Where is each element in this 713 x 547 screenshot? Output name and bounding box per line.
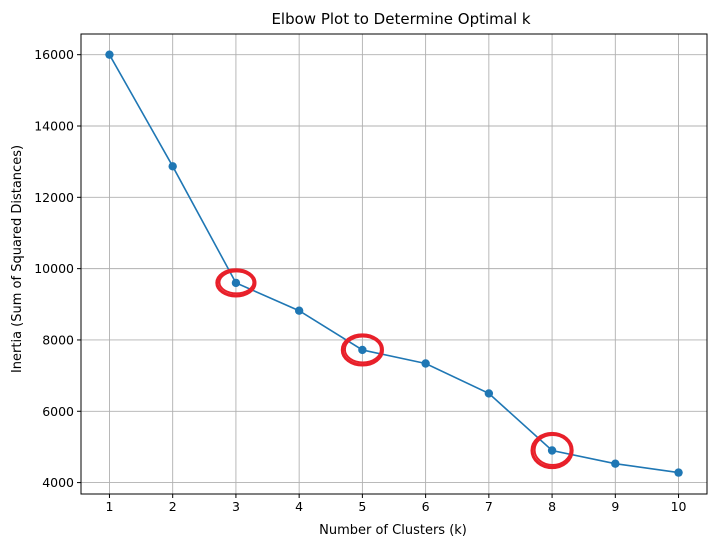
y-axis-ticks: 4000 6000 8000 10000 12000 14000 16000 xyxy=(34,47,81,490)
highlight-circle-k5 xyxy=(340,333,384,367)
y-axis-label: Inertia (Sum of Squared Distances) xyxy=(10,145,25,373)
x-tick-label-4: 4 xyxy=(295,499,303,514)
x-tick-label-2: 2 xyxy=(169,499,177,514)
x-tick-label-9: 9 xyxy=(611,499,619,514)
y-tick-label-8000: 8000 xyxy=(42,332,74,347)
highlight-circles xyxy=(215,268,574,470)
chart-title: Elbow Plot to Determine Optimal k xyxy=(271,10,530,28)
series-line xyxy=(108,54,679,474)
x-tick-label-1: 1 xyxy=(105,499,113,514)
highlight-circle-k8 xyxy=(530,431,574,470)
x-tick-label-6: 6 xyxy=(422,499,430,514)
x-axis-ticks: 1 2 3 4 5 6 7 8 9 10 xyxy=(105,494,687,514)
data-point-k4 xyxy=(294,306,304,315)
highlight-circle-inner-k5 xyxy=(343,335,382,364)
x-tick-label-7: 7 xyxy=(485,499,493,514)
x-tick-label-10: 10 xyxy=(671,499,687,514)
x-tick-label-3: 3 xyxy=(232,499,240,514)
y-tick-label-6000: 6000 xyxy=(42,404,74,419)
plot-frame xyxy=(80,33,708,495)
data-point-k7 xyxy=(484,389,494,398)
y-tick-label-12000: 12000 xyxy=(34,190,74,205)
x-tick-label-8: 8 xyxy=(548,499,556,514)
x-tick-label-5: 5 xyxy=(358,499,366,514)
data-point-k8 xyxy=(547,446,557,455)
series-inertia xyxy=(105,50,683,477)
data-point-k2 xyxy=(168,162,177,171)
y-tick-label-16000: 16000 xyxy=(34,47,74,62)
x-axis-label: Number of Clusters (k) xyxy=(319,523,467,538)
data-point-k3 xyxy=(231,278,241,288)
data-point-k10 xyxy=(674,468,683,477)
data-point-k5 xyxy=(358,345,367,355)
highlight-circle-inner-k8 xyxy=(533,433,572,466)
highlight-circle-inner-k3 xyxy=(218,270,255,295)
data-point-k9 xyxy=(611,459,620,468)
highlight-circle-k3 xyxy=(215,268,257,298)
grid xyxy=(81,34,707,494)
data-point-k6 xyxy=(421,359,430,368)
y-tick-label-4000: 4000 xyxy=(42,475,74,490)
y-tick-label-10000: 10000 xyxy=(34,261,74,276)
y-tick-label-14000: 14000 xyxy=(34,119,74,134)
data-point-k1 xyxy=(105,50,114,59)
